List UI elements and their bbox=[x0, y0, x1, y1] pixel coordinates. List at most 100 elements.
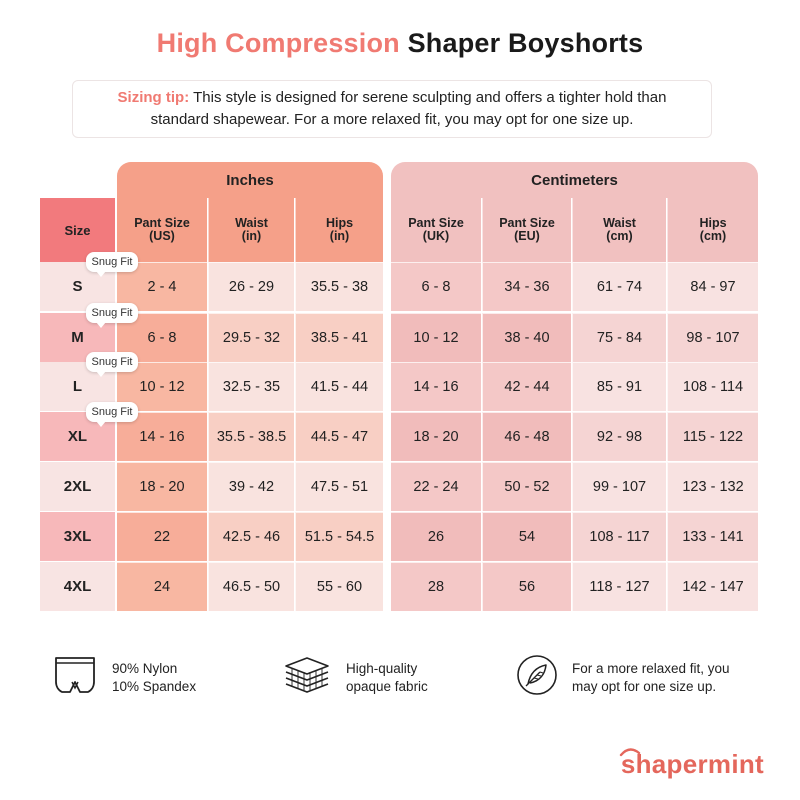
feature-fit-line-1: For a more relaxed fit, you bbox=[572, 660, 730, 676]
hips-cm-cell: 142 - 147 bbox=[667, 562, 758, 611]
waist-cm-cell: 61 - 74 bbox=[572, 262, 666, 311]
waist-in-cell: 32.5 - 35 bbox=[208, 362, 294, 411]
hips-cm-cell: 115 - 122 bbox=[667, 412, 758, 461]
feature-fit-text: For a more relaxed fit, you may opt for … bbox=[572, 660, 730, 696]
waist-in-cell: 39 - 42 bbox=[208, 462, 294, 511]
sizing-tip-line-1: Sizing tip: This style is designed for s… bbox=[73, 87, 711, 109]
header-line: Pant Size bbox=[134, 216, 190, 230]
header-group-centimeters: Centimeters bbox=[391, 162, 758, 198]
feature-fit-line-2: may opt for one size up. bbox=[572, 678, 717, 694]
header-line: Hips bbox=[325, 216, 354, 230]
hips-cm-cell: 123 - 132 bbox=[667, 462, 758, 511]
pant-size-uk-cell: 14 - 16 bbox=[391, 362, 481, 411]
pant-size-eu-cell: 34 - 36 bbox=[482, 262, 571, 311]
pant-size-eu-cell: 56 bbox=[482, 562, 571, 611]
feature-fabric: High-quality opaque fabric bbox=[282, 652, 428, 703]
feature-material-line-1: 90% Nylon bbox=[112, 660, 178, 676]
waist-in-cell: 46.5 - 50 bbox=[208, 562, 294, 611]
header-hips-cm: Hips (cm) bbox=[667, 198, 758, 262]
page-title: High Compression Shaper Boyshorts bbox=[0, 28, 800, 59]
feature-fabric-line-1: High-quality bbox=[346, 660, 418, 676]
size-cell: 2XL bbox=[40, 462, 115, 511]
header-pant-size-eu: Pant Size (EU) bbox=[482, 198, 571, 262]
hips-in-cell: 51.5 - 54.5 bbox=[295, 512, 383, 561]
waist-in-cell: 42.5 - 46 bbox=[208, 512, 294, 561]
title-rest: Shaper Boyshorts bbox=[407, 28, 644, 58]
pant-size-uk-cell: 18 - 20 bbox=[391, 412, 481, 461]
size-cell: 4XL bbox=[40, 562, 115, 611]
waist-cm-cell: 118 - 127 bbox=[572, 562, 666, 611]
header-pant-size-us: Pant Size (US) bbox=[117, 198, 207, 262]
hips-cm-cell: 133 - 141 bbox=[667, 512, 758, 561]
feature-fit: For a more relaxed fit, you may opt for … bbox=[516, 654, 730, 701]
logo-text: shapermint bbox=[620, 749, 764, 779]
pant-size-eu-cell: 54 bbox=[482, 512, 571, 561]
snug-fit-badge: Snug Fit bbox=[86, 352, 138, 377]
boyshort-icon bbox=[52, 652, 98, 703]
snug-fit-badge: Snug Fit bbox=[86, 252, 138, 277]
pant-size-eu-cell: 46 - 48 bbox=[482, 412, 571, 461]
hips-cm-cell: 84 - 97 bbox=[667, 262, 758, 311]
feature-fabric-text: High-quality opaque fabric bbox=[346, 660, 428, 696]
header-line: (UK) bbox=[422, 229, 450, 243]
sizing-tip-box: Sizing tip: This style is designed for s… bbox=[72, 80, 712, 138]
hips-cm-cell: 108 - 114 bbox=[667, 362, 758, 411]
header-line: (cm) bbox=[606, 229, 633, 243]
waist-in-cell: 26 - 29 bbox=[208, 262, 294, 311]
header-line: (in) bbox=[329, 229, 350, 243]
header-line: Waist bbox=[235, 216, 268, 230]
waist-cm-cell: 92 - 98 bbox=[572, 412, 666, 461]
waist-cm-cell: 75 - 84 bbox=[572, 313, 666, 362]
feature-material-line-2: 10% Spandex bbox=[112, 678, 197, 694]
snug-fit-badge: Snug Fit bbox=[86, 303, 138, 328]
header-line: Waist bbox=[603, 216, 636, 230]
pant-size-uk-cell: 22 - 24 bbox=[391, 462, 481, 511]
size-cell: S bbox=[40, 262, 115, 311]
pant-size-uk-cell: 28 bbox=[391, 562, 481, 611]
hips-in-cell: 55 - 60 bbox=[295, 562, 383, 611]
header-line: Pant Size bbox=[408, 216, 464, 230]
header-line: Pant Size bbox=[499, 216, 555, 230]
waist-cm-cell: 85 - 91 bbox=[572, 362, 666, 411]
sizing-tip-lead: Sizing tip: bbox=[117, 89, 190, 106]
sizing-tip-text-1: This style is designed for serene sculpt… bbox=[193, 89, 667, 106]
pant-size-eu-cell: 38 - 40 bbox=[482, 313, 571, 362]
logo-swoosh-icon bbox=[619, 748, 641, 757]
shapermint-logo: shapermint bbox=[619, 748, 764, 780]
pant-size-eu-cell: 50 - 52 bbox=[482, 462, 571, 511]
header-line: (US) bbox=[149, 229, 175, 243]
hips-in-cell: 44.5 - 47 bbox=[295, 412, 383, 461]
pant-size-us-cell: 22 bbox=[117, 512, 207, 561]
title-accent: High Compression bbox=[156, 28, 400, 58]
pant-size-eu-cell: 42 - 44 bbox=[482, 362, 571, 411]
hips-in-cell: 35.5 - 38 bbox=[295, 262, 383, 311]
hips-in-cell: 38.5 - 41 bbox=[295, 313, 383, 362]
hips-cm-cell: 98 - 107 bbox=[667, 313, 758, 362]
header-line: (cm) bbox=[699, 229, 727, 243]
waist-in-cell: 35.5 - 38.5 bbox=[208, 412, 294, 461]
header-hips-in: Hips (in) bbox=[295, 198, 383, 262]
size-cell: 3XL bbox=[40, 512, 115, 561]
pant-size-us-cell: 18 - 20 bbox=[117, 462, 207, 511]
feature-material: 90% Nylon 10% Spandex bbox=[52, 652, 196, 703]
pant-size-us-cell: 24 bbox=[117, 562, 207, 611]
header-pant-size-uk: Pant Size (UK) bbox=[391, 198, 481, 262]
header-group-inches: Inches bbox=[117, 162, 383, 198]
feather-icon bbox=[516, 654, 558, 701]
header-line: (in) bbox=[241, 229, 262, 243]
pant-size-uk-cell: 26 bbox=[391, 512, 481, 561]
waist-cm-cell: 108 - 117 bbox=[572, 512, 666, 561]
snug-fit-badge: Snug Fit bbox=[86, 402, 138, 427]
header-line: Hips bbox=[699, 216, 727, 230]
hips-in-cell: 47.5 - 51 bbox=[295, 462, 383, 511]
sizing-tip-text-2: standard shapewear. For a more relaxed f… bbox=[150, 111, 634, 128]
header-waist-in: Waist (in) bbox=[208, 198, 294, 262]
feature-material-text: 90% Nylon 10% Spandex bbox=[112, 660, 196, 696]
waist-cm-cell: 99 - 107 bbox=[572, 462, 666, 511]
hips-in-cell: 41.5 - 44 bbox=[295, 362, 383, 411]
fabric-layers-icon bbox=[282, 652, 332, 703]
header-waist-cm: Waist (cm) bbox=[572, 198, 666, 262]
pant-size-uk-cell: 6 - 8 bbox=[391, 262, 481, 311]
header-line: (EU) bbox=[514, 229, 540, 243]
pant-size-uk-cell: 10 - 12 bbox=[391, 313, 481, 362]
